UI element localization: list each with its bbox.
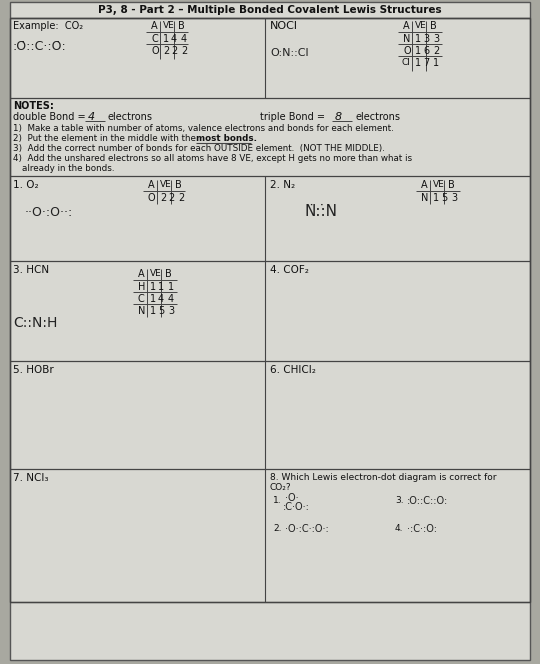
Text: 2)  Put the element in the middle with the: 2) Put the element in the middle with th… — [13, 134, 199, 143]
Text: ·O·:C·:O·:: ·O·:C·:O·: — [285, 524, 329, 534]
Text: N: N — [138, 306, 145, 316]
Text: electrons: electrons — [108, 112, 153, 122]
Text: 4: 4 — [88, 112, 95, 122]
Text: 1: 1 — [150, 294, 156, 304]
Text: A: A — [148, 180, 154, 190]
Text: H: H — [138, 282, 145, 292]
Text: 4: 4 — [158, 294, 164, 304]
Text: ·O·: ·O· — [285, 493, 299, 503]
Text: :O::C::O:: :O::C::O: — [407, 496, 448, 506]
Text: Ṅ::̇N: Ṅ::̇N — [305, 204, 338, 219]
Text: 4)  Add the unshared electrons so all atoms have 8 VE, except H gets no more tha: 4) Add the unshared electrons so all ato… — [13, 154, 412, 163]
Text: 3)  Add the correct number of bonds for each OUTSIDE element.  (NOT THE MIDDLE).: 3) Add the correct number of bonds for e… — [13, 144, 385, 153]
Text: B: B — [178, 21, 185, 31]
Text: ·:C·:O:: ·:C·:O: — [407, 524, 437, 534]
Text: C: C — [138, 294, 145, 304]
Text: 1: 1 — [415, 58, 421, 68]
Text: 2.: 2. — [273, 524, 281, 533]
Text: 5: 5 — [158, 306, 164, 316]
Text: 4: 4 — [168, 294, 174, 304]
Text: VE: VE — [160, 180, 172, 189]
Text: 1: 1 — [158, 282, 164, 292]
Text: 4. COF₂: 4. COF₂ — [270, 265, 309, 275]
Text: O:N::Cl: O:N::Cl — [270, 48, 309, 58]
Text: O: O — [151, 46, 159, 56]
Text: B: B — [165, 269, 172, 279]
Text: 2. N₂: 2. N₂ — [270, 180, 295, 190]
Text: 7: 7 — [423, 58, 429, 68]
Text: 1: 1 — [415, 34, 421, 44]
Text: 2: 2 — [181, 46, 187, 56]
Text: 1. O₂: 1. O₂ — [13, 180, 39, 190]
Text: 1: 1 — [433, 58, 439, 68]
Text: 2: 2 — [433, 46, 439, 56]
Text: 3: 3 — [423, 34, 429, 44]
Text: A: A — [151, 21, 158, 31]
Bar — [10, 18, 530, 602]
Text: 8: 8 — [335, 112, 342, 122]
Text: C::N:H: C::N:H — [13, 316, 57, 330]
Text: C: C — [151, 34, 158, 44]
Text: B: B — [175, 180, 182, 190]
Text: 1: 1 — [433, 193, 439, 203]
Text: Cl: Cl — [402, 58, 411, 67]
Text: VE: VE — [163, 21, 175, 30]
Text: O: O — [148, 193, 156, 203]
Text: 3. HCN: 3. HCN — [13, 265, 49, 275]
Text: 5: 5 — [441, 193, 447, 203]
Text: A: A — [421, 180, 428, 190]
Text: Example:  CO₂: Example: CO₂ — [13, 21, 83, 31]
Text: A: A — [138, 269, 145, 279]
Text: 6: 6 — [423, 46, 429, 56]
Text: 4: 4 — [171, 34, 177, 44]
Text: 6. CHICl₂: 6. CHICl₂ — [270, 365, 316, 375]
Text: N: N — [403, 34, 410, 44]
Text: 1: 1 — [150, 306, 156, 316]
Text: 1: 1 — [168, 282, 174, 292]
Text: P3, 8 - Part 2 – Multiple Bonded Covalent Lewis Structures: P3, 8 - Part 2 – Multiple Bonded Covalen… — [98, 5, 442, 15]
Text: O: O — [403, 46, 410, 56]
Text: 5. HOBr: 5. HOBr — [13, 365, 54, 375]
Text: ··O·:O··:: ··O·:O··: — [25, 206, 73, 219]
Text: A: A — [403, 21, 410, 31]
Text: 1.: 1. — [273, 496, 282, 505]
Text: 1)  Make a table with number of atoms, valence electrons and bonds for each elem: 1) Make a table with number of atoms, va… — [13, 124, 394, 133]
Text: 2: 2 — [160, 193, 166, 203]
Text: electrons: electrons — [355, 112, 400, 122]
Text: NOCl: NOCl — [270, 21, 298, 31]
Text: 4: 4 — [181, 34, 187, 44]
Text: 8. Which Lewis electron-dot diagram is correct for: 8. Which Lewis electron-dot diagram is c… — [270, 473, 496, 482]
Text: NOTES:: NOTES: — [13, 101, 54, 111]
Text: 4.: 4. — [395, 524, 403, 533]
Text: VE: VE — [150, 269, 162, 278]
Text: 3: 3 — [168, 306, 174, 316]
Text: already in the bonds.: already in the bonds. — [22, 164, 114, 173]
Text: 3.: 3. — [395, 496, 403, 505]
Text: 7. NCl₃: 7. NCl₃ — [13, 473, 49, 483]
Text: 1: 1 — [415, 46, 421, 56]
Text: 2: 2 — [171, 46, 177, 56]
Text: N: N — [421, 193, 428, 203]
Text: B: B — [448, 180, 455, 190]
Text: 2: 2 — [163, 46, 169, 56]
Text: VE: VE — [415, 21, 427, 30]
Text: :C·O·:: :C·O·: — [283, 502, 310, 512]
Text: VE: VE — [433, 180, 445, 189]
Text: 2: 2 — [168, 193, 174, 203]
Text: CO₂?: CO₂? — [270, 483, 292, 492]
Text: 1: 1 — [150, 282, 156, 292]
Text: 3: 3 — [433, 34, 439, 44]
Text: :Ȯ̇::C·:Ȯ̇:: :Ȯ̇::C·:Ȯ̇: — [13, 40, 67, 53]
Text: double Bond =: double Bond = — [13, 112, 86, 122]
Text: 2: 2 — [178, 193, 184, 203]
Text: B: B — [430, 21, 437, 31]
Text: most bonds.: most bonds. — [196, 134, 257, 143]
Text: 1: 1 — [163, 34, 169, 44]
Text: 3: 3 — [451, 193, 457, 203]
Text: triple Bond =: triple Bond = — [260, 112, 325, 122]
